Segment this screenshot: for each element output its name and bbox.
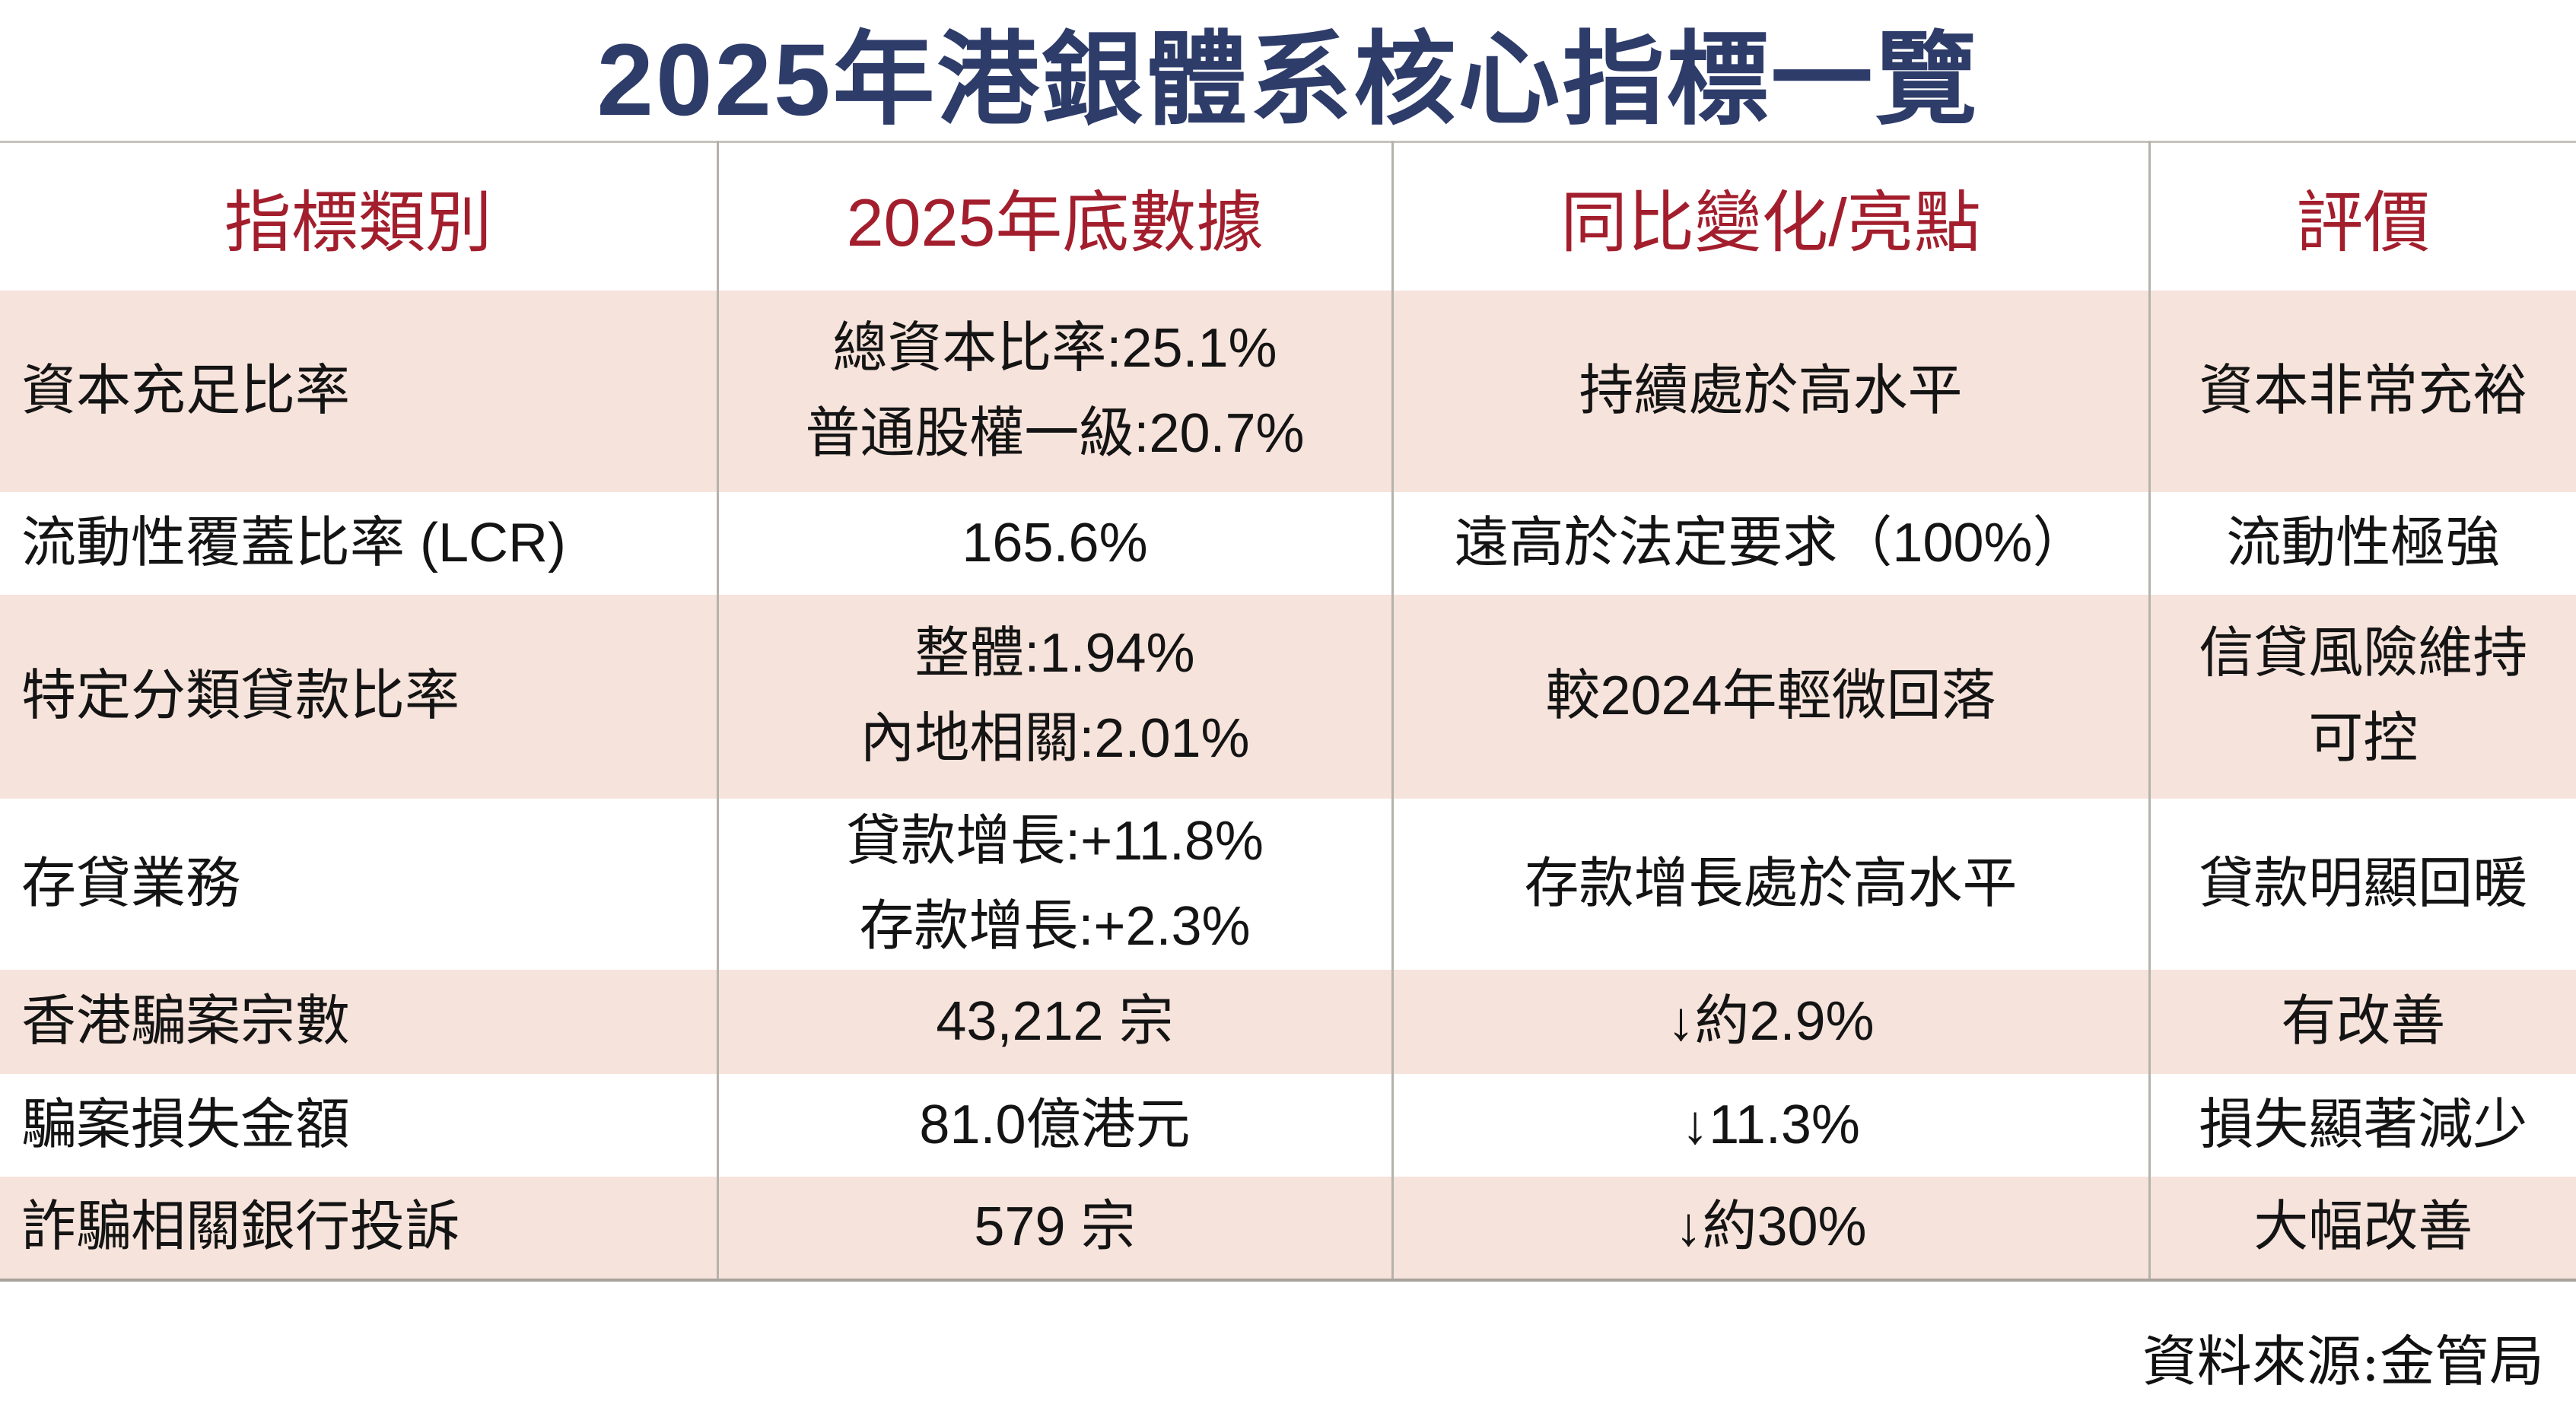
assessment-cell: 信貸風險維持可控 [2148,595,2576,799]
assessment-cell: 流動性極強 [2148,492,2576,595]
source-note: 資料來源:金管局 [2142,1330,2544,1394]
data-cell: 貸款增長:+11.8% 存款增長:+2.3% [716,799,1392,971]
data-value-line: 81.0億港元 [919,1094,1191,1155]
change-cell: 遠高於法定要求（100%） [1391,492,2149,595]
header-category: 指標類別 [0,141,717,291]
assessment-cell: 有改善 [2148,970,2576,1075]
data-cell: 579 宗 [716,1177,1392,1281]
data-cell: 81.0億港元 [716,1074,1392,1177]
category-cell: 存貸業務 [21,853,241,914]
data-value-line: 整體:1.94% [914,623,1195,685]
page-title: 2025年港銀體系核心指標一覽 [596,23,1980,137]
data-cell: 總資本比率:25.1% 普通股權一級:20.7% [716,291,1392,492]
table-header: 指標類別 2025年底數據 同比變化/亮點 評價 [0,141,2576,291]
table-row: 詐騙相關銀行投訴 579 宗 ↓約30% 大幅改善 [0,1177,2576,1281]
data-value-line: 貸款增長:+11.8% [846,811,1264,872]
table-row: 流動性覆蓋比率 (LCR) 165.6% 遠高於法定要求（100%） 流動性極強 [0,492,2576,595]
table-row: 存貸業務 貸款增長:+11.8% 存款增長:+2.3% 存款增長處於高水平 貸款明顯回暖 [0,799,2576,971]
change-cell: 存款增長處於高水平 [1391,799,2149,971]
data-value-line: 內地相關:2.01% [860,708,1250,769]
table-row: 騙案損失金額 81.0億港元 ↓11.3% 損失顯著減少 [0,1074,2576,1177]
change-cell: 較2024年輕微回落 [1391,595,2149,799]
data-value-line: 存款增長:+2.3% [859,895,1251,957]
indicator-table: 指標類別 2025年底數據 同比變化/亮點 評價 資本充足比率 總資本比率:25.… [0,141,2576,1282]
category-cell: 騙案損失金額 [21,1094,351,1155]
category-cell: 詐騙相關銀行投訴 [21,1196,460,1258]
category-cell: 流動性覆蓋比率 (LCR) [21,512,566,573]
assessment-cell: 貸款明顯回暖 [2148,799,2576,971]
table-row: 特定分類貸款比率 整體:1.94% 內地相關:2.01% 較2024年輕微回落 信貸風險… [0,595,2576,799]
change-cell: ↓約30% [1391,1177,2149,1281]
table-body: 資本充足比率 總資本比率:25.1% 普通股權一級:20.7% 持續處於高水平 資本非常… [0,291,2576,1281]
header-assessment: 評價 [2148,141,2576,291]
data-cell: 43,212 宗 [716,970,1392,1075]
assessment-cell: 損失顯著減少 [2148,1074,2576,1177]
header-row: 指標類別 2025年底數據 同比變化/亮點 評價 [0,141,2576,291]
data-value-line: 總資本比率:25.1% [832,317,1277,379]
table-row: 資本充足比率 總資本比率:25.1% 普通股權一級:20.7% 持續處於高水平 資本非常… [0,291,2576,492]
data-value-line: 43,212 宗 [936,990,1174,1052]
data-cell: 165.6% [716,492,1392,595]
data-value-line: 普通股權一級:20.7% [805,402,1305,464]
assessment-cell: 資本非常充裕 [2148,291,2576,492]
assessment-cell: 大幅改善 [2148,1177,2576,1281]
data-value-line: 165.6% [962,512,1148,573]
data-value-line: 579 宗 [974,1196,1136,1258]
category-cell: 資本充足比率 [21,360,351,421]
change-cell: ↓約2.9% [1391,970,2149,1075]
change-cell: 持續處於高水平 [1391,291,2149,492]
header-2025-data: 2025年底數據 [716,141,1392,291]
category-cell: 特定分類貸款比率 [21,666,460,727]
data-cell: 整體:1.94% 內地相關:2.01% [716,595,1392,799]
category-cell: 香港騙案宗數 [21,990,351,1052]
header-yoy-change: 同比變化/亮點 [1391,141,2149,291]
table-row: 香港騙案宗數 43,212 宗 ↓約2.9% 有改善 [0,970,2576,1075]
change-cell: ↓11.3% [1391,1074,2149,1177]
